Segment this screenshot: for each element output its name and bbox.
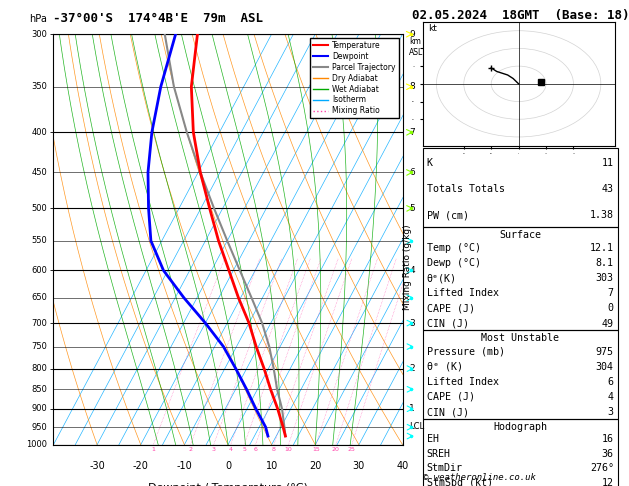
Text: Temp (°C): Temp (°C) (426, 243, 481, 253)
Text: Hodograph: Hodograph (493, 422, 547, 432)
Text: -30: -30 (89, 461, 105, 471)
Text: 16: 16 (602, 434, 614, 444)
Text: 304: 304 (596, 362, 614, 372)
Text: 4: 4 (229, 448, 233, 452)
Text: km
ASL: km ASL (409, 37, 423, 57)
Text: -10: -10 (177, 461, 192, 471)
Text: -20: -20 (133, 461, 148, 471)
Text: 303: 303 (596, 273, 614, 283)
Text: 4: 4 (409, 266, 415, 275)
Text: EH: EH (426, 434, 438, 444)
Text: StmSpd (kt): StmSpd (kt) (426, 478, 493, 486)
Text: Pressure (mb): Pressure (mb) (426, 347, 504, 357)
Text: 7: 7 (608, 288, 614, 298)
Text: 450: 450 (31, 168, 47, 177)
Text: 20: 20 (309, 461, 321, 471)
Text: Mixing Ratio (g/kg): Mixing Ratio (g/kg) (403, 225, 412, 310)
Text: Dewp (°C): Dewp (°C) (426, 258, 481, 268)
Text: Surface: Surface (499, 230, 541, 240)
Text: 1: 1 (409, 404, 415, 413)
Text: 900: 900 (31, 404, 47, 413)
Text: 15: 15 (312, 448, 320, 452)
Text: Totals Totals: Totals Totals (426, 184, 504, 194)
Text: 43: 43 (602, 184, 614, 194)
Text: Dewpoint / Temperature (°C): Dewpoint / Temperature (°C) (148, 484, 308, 486)
Text: 750: 750 (31, 342, 47, 351)
Text: CIN (J): CIN (J) (426, 318, 469, 329)
Text: 6: 6 (409, 168, 415, 177)
Text: 600: 600 (31, 266, 47, 275)
Text: Most Unstable: Most Unstable (481, 333, 559, 343)
Text: CIN (J): CIN (J) (426, 407, 469, 417)
Text: 1: 1 (152, 448, 155, 452)
Text: 700: 700 (31, 318, 47, 328)
Text: 8.1: 8.1 (596, 258, 614, 268)
Text: 20: 20 (332, 448, 340, 452)
Text: 400: 400 (31, 128, 47, 137)
Text: 500: 500 (31, 204, 47, 213)
Text: 800: 800 (31, 364, 47, 373)
Text: hPa: hPa (29, 14, 47, 24)
Text: 5: 5 (242, 448, 246, 452)
Text: 550: 550 (31, 236, 47, 245)
Text: 6: 6 (253, 448, 257, 452)
Text: 6: 6 (608, 377, 614, 387)
Bar (423, 148, 618, 227)
Text: 975: 975 (596, 347, 614, 357)
Text: Lifted Index: Lifted Index (426, 288, 499, 298)
Text: PW (cm): PW (cm) (426, 210, 469, 220)
Text: 3: 3 (608, 407, 614, 417)
Text: 12: 12 (602, 478, 614, 486)
Text: 10: 10 (284, 448, 292, 452)
Text: 5: 5 (409, 204, 415, 213)
Text: SREH: SREH (426, 449, 450, 459)
Text: 7: 7 (409, 128, 415, 137)
Text: 25: 25 (348, 448, 356, 452)
Text: 0: 0 (225, 461, 231, 471)
Text: 36: 36 (602, 449, 614, 459)
Text: 850: 850 (31, 385, 47, 394)
Text: 950: 950 (31, 423, 47, 432)
Text: 3: 3 (212, 448, 216, 452)
Text: 2: 2 (189, 448, 192, 452)
Text: 1.38: 1.38 (590, 210, 614, 220)
Text: 2: 2 (409, 364, 415, 373)
Legend: Temperature, Dewpoint, Parcel Trajectory, Dry Adiabat, Wet Adiabat, Isotherm, Mi: Temperature, Dewpoint, Parcel Trajectory… (310, 38, 399, 119)
Text: 650: 650 (31, 293, 47, 302)
Text: 12.1: 12.1 (590, 243, 614, 253)
Text: 9: 9 (409, 30, 415, 38)
Text: 276°: 276° (590, 463, 614, 473)
Text: 02.05.2024  18GMT  (Base: 18): 02.05.2024 18GMT (Base: 18) (412, 9, 629, 22)
Text: CAPE (J): CAPE (J) (426, 392, 475, 402)
Text: © weatheronline.co.uk: © weatheronline.co.uk (423, 473, 535, 482)
Text: 350: 350 (31, 82, 47, 91)
Text: kt: kt (428, 24, 437, 33)
Text: 10: 10 (265, 461, 278, 471)
Text: 8: 8 (409, 82, 415, 91)
Text: 3: 3 (409, 318, 415, 328)
Text: K: K (426, 157, 433, 168)
Text: 40: 40 (396, 461, 409, 471)
Text: 1000: 1000 (26, 440, 47, 449)
Text: 11: 11 (602, 157, 614, 168)
Text: CAPE (J): CAPE (J) (426, 303, 475, 313)
Text: Lifted Index: Lifted Index (426, 377, 499, 387)
Text: 4: 4 (608, 392, 614, 402)
Text: LCL: LCL (409, 422, 424, 431)
Text: StmDir: StmDir (426, 463, 462, 473)
Bar (423, 419, 618, 486)
Text: 300: 300 (31, 30, 47, 38)
Bar (423, 227, 618, 330)
Bar (423, 330, 618, 419)
Text: 30: 30 (353, 461, 365, 471)
Text: 8: 8 (272, 448, 276, 452)
Text: θᵉ(K): θᵉ(K) (426, 273, 457, 283)
Text: 49: 49 (602, 318, 614, 329)
Text: -37°00'S  174°4B'E  79m  ASL: -37°00'S 174°4B'E 79m ASL (53, 12, 264, 25)
Text: 0: 0 (608, 303, 614, 313)
Text: θᵉ (K): θᵉ (K) (426, 362, 462, 372)
